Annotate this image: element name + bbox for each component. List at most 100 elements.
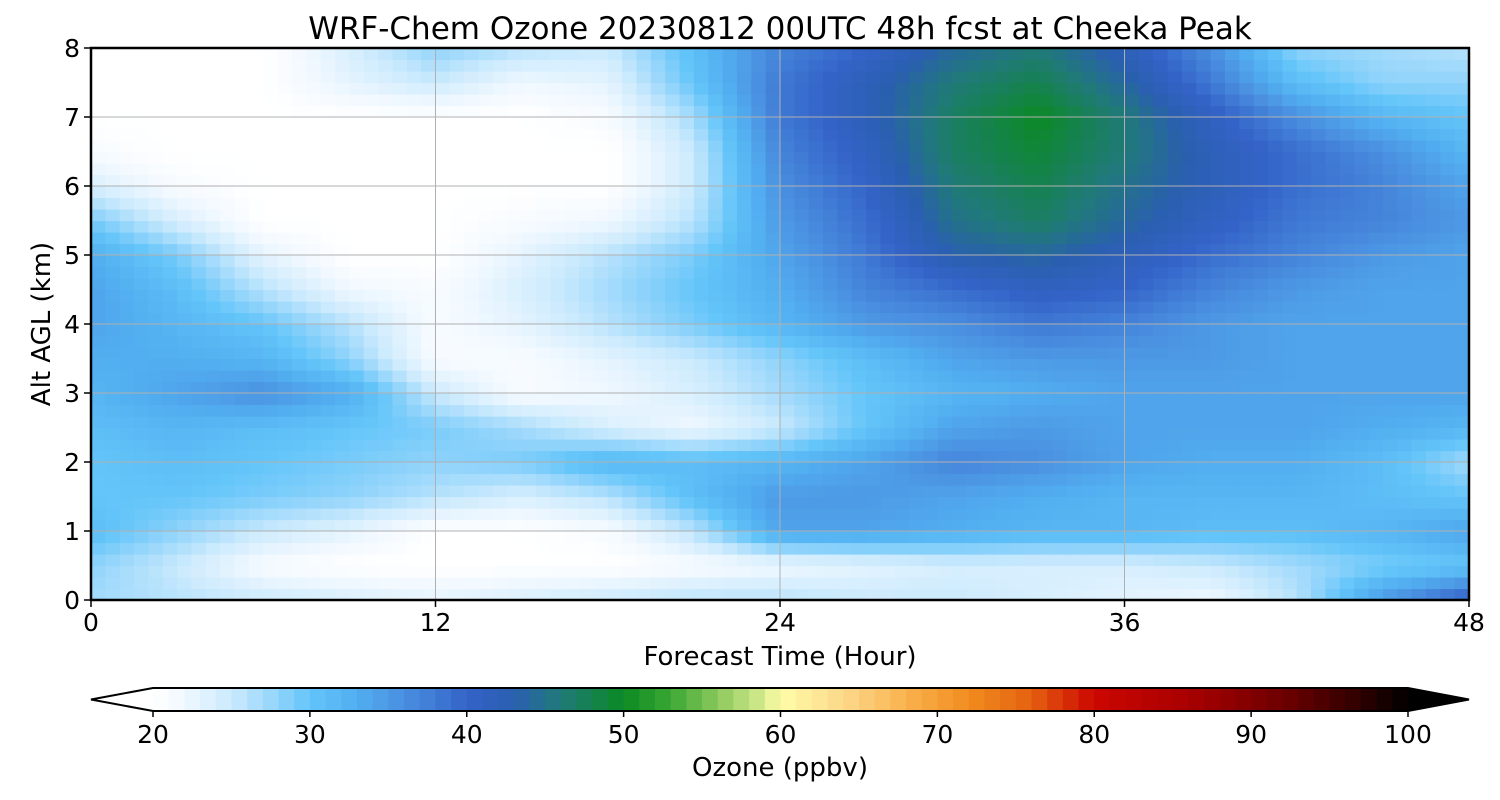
heatmap-cell (1038, 301, 1054, 314)
heatmap-cell (492, 347, 508, 360)
heatmap-cell (464, 416, 480, 429)
heatmap-cell (636, 588, 652, 601)
heatmap-cell (291, 255, 307, 268)
heatmap-cell (579, 324, 594, 337)
heatmap-cell (134, 347, 150, 360)
heatmap-cell (1224, 312, 1240, 325)
heatmap-cell (765, 496, 781, 509)
heatmap-cell (622, 565, 638, 578)
heatmap-cell (966, 59, 982, 72)
heatmap-cell (277, 174, 293, 187)
heatmap-cell (435, 335, 451, 348)
heatmap-cell (421, 232, 437, 245)
heatmap-cell (220, 117, 236, 130)
heatmap-cell (1397, 347, 1413, 360)
heatmap-cell (1181, 324, 1197, 337)
heatmap-cell (780, 519, 795, 532)
heatmap-cell (780, 163, 795, 176)
heatmap-cell (564, 266, 580, 279)
heatmap-cell (363, 128, 379, 141)
heatmap-cell (765, 473, 781, 486)
heatmap-cell (478, 542, 494, 555)
heatmap-cell (320, 117, 336, 130)
heatmap-cell (134, 324, 150, 337)
heatmap-cell (119, 381, 135, 394)
heatmap-cell (909, 324, 925, 337)
heatmap-cell (1181, 439, 1197, 452)
heatmap-cell (550, 554, 566, 567)
heatmap-cell (550, 105, 566, 118)
heatmap-cell (1196, 140, 1212, 153)
heatmap-cell (449, 151, 465, 164)
heatmap-cell (579, 531, 594, 544)
heatmap-cell (248, 473, 264, 486)
heatmap-cell (1196, 473, 1212, 486)
heatmap-cell (736, 542, 752, 555)
heatmap-cell (248, 117, 264, 130)
heatmap-cell (1325, 370, 1341, 383)
heatmap-cell (320, 174, 336, 187)
heatmap-cell (980, 232, 996, 245)
heatmap-cell (808, 94, 824, 107)
heatmap-cell (392, 82, 408, 95)
heatmap-cell (622, 485, 638, 498)
heatmap-cell (1153, 335, 1169, 348)
heatmap-cell (1368, 82, 1384, 95)
heatmap-cell (234, 450, 250, 463)
heatmap-cell (909, 197, 925, 210)
heatmap-cell (177, 312, 193, 325)
heatmap-cell (866, 577, 882, 590)
heatmap-cell (636, 59, 652, 72)
heatmap-cell (378, 186, 394, 199)
heatmap-cell (1425, 485, 1441, 498)
heatmap-cell (693, 255, 709, 268)
heatmap-cell (751, 439, 767, 452)
heatmap-cell (1397, 439, 1413, 452)
heatmap-cell (421, 94, 437, 107)
heatmap-cell (105, 71, 121, 84)
heatmap-cell (1397, 266, 1413, 279)
heatmap-cell (1095, 117, 1111, 130)
heatmap-cell (564, 450, 580, 463)
heatmap-cell (177, 393, 193, 406)
heatmap-cell (751, 450, 767, 463)
heatmap-cell (1397, 485, 1413, 498)
heatmap-cell (134, 94, 150, 107)
heatmap-cell (248, 439, 264, 452)
heatmap-cell (1081, 197, 1097, 210)
heatmap-cell (378, 347, 394, 360)
heatmap-cell (1167, 71, 1183, 84)
heatmap-cell (1210, 94, 1226, 107)
heatmap-cell (607, 347, 623, 360)
heatmap-cell (966, 140, 982, 153)
heatmap-cell (622, 508, 638, 521)
heatmap-cell (320, 577, 336, 590)
heatmap-cell (1339, 128, 1355, 141)
heatmap-cell (1167, 542, 1183, 555)
heatmap-cell (794, 508, 810, 521)
heatmap-cell (1382, 209, 1398, 222)
heatmap-cell (894, 243, 910, 256)
heatmap-cell (937, 94, 953, 107)
heatmap-cell (593, 347, 609, 360)
heatmap-cell (521, 186, 537, 199)
heatmap-cell (808, 508, 824, 521)
heatmap-cell (464, 496, 480, 509)
heatmap-cell (1339, 462, 1355, 475)
heatmap-cell (1124, 243, 1140, 256)
heatmap-cell (564, 577, 580, 590)
heatmap-cell (780, 151, 795, 164)
heatmap-cell (622, 197, 638, 210)
heatmap-cell (1124, 174, 1140, 187)
heatmap-cell (937, 82, 953, 95)
heatmap-cell (1110, 71, 1126, 84)
heatmap-cell (363, 473, 379, 486)
heatmap-cell (91, 140, 106, 153)
heatmap-cell (177, 554, 193, 567)
heatmap-cell (722, 404, 738, 417)
heatmap-cell (923, 427, 939, 440)
heatmap-cell (263, 94, 279, 107)
heatmap-cell (1024, 565, 1039, 578)
heatmap-cell (234, 473, 250, 486)
heatmap-cell (449, 140, 465, 153)
